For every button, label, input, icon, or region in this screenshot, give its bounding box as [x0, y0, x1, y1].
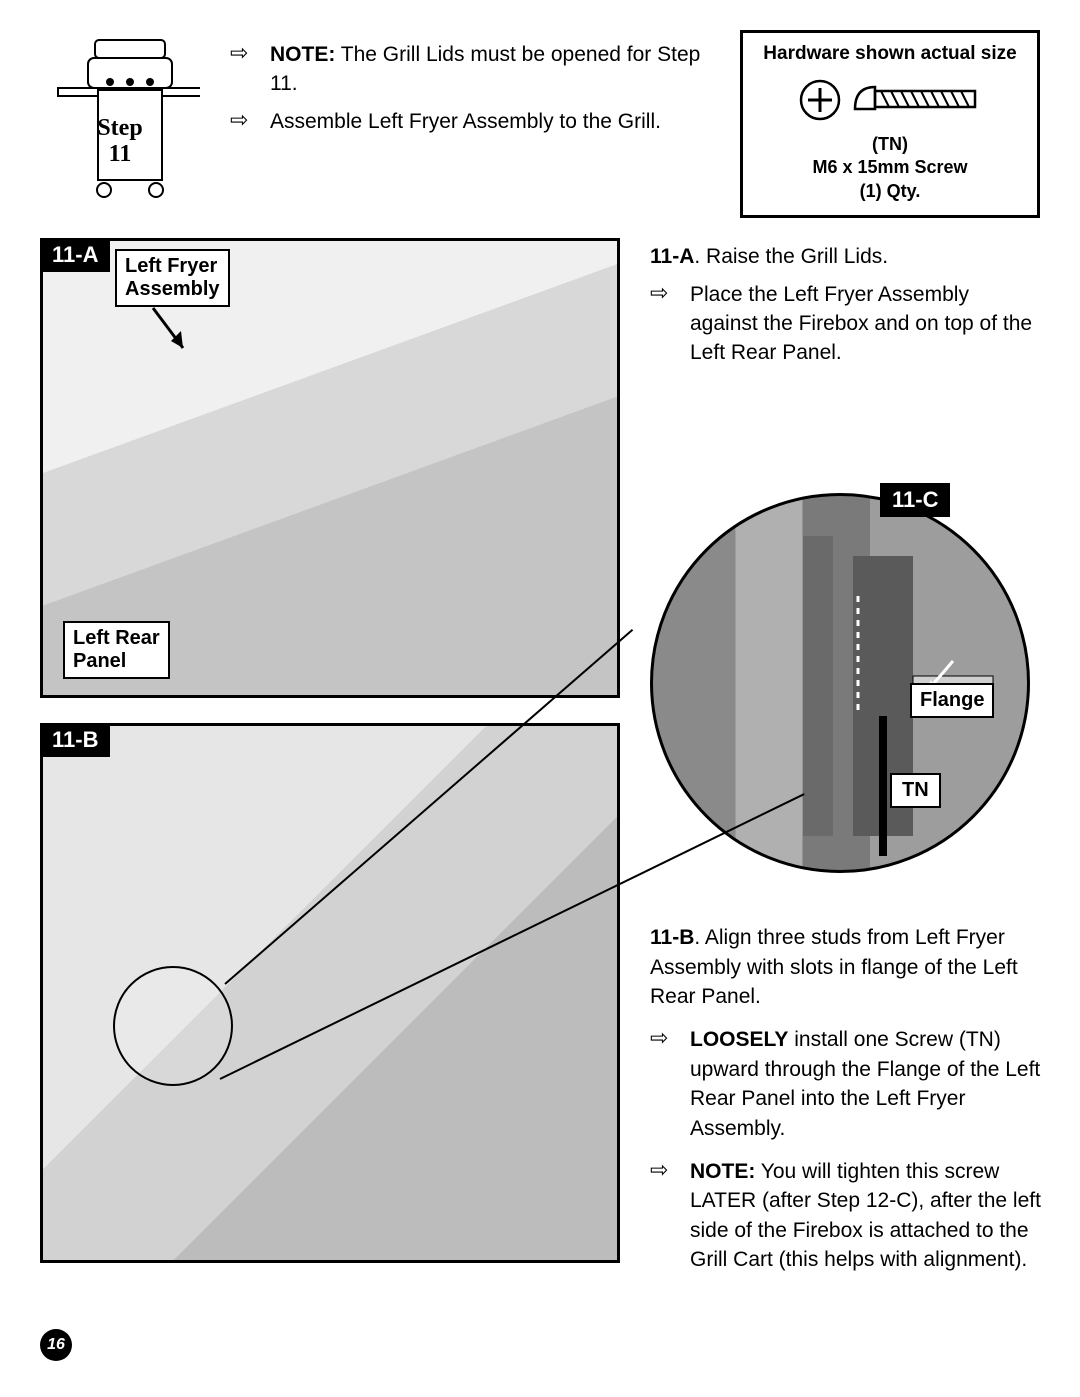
step-word: Step	[97, 115, 142, 141]
page-number: 16	[40, 1329, 72, 1361]
label-panel-l1: Left Rear	[73, 627, 160, 650]
page: Step 11 ⇨ NOTE: The Grill Lids must be o…	[0, 0, 1080, 1397]
badge-11b: 11-B	[40, 723, 110, 757]
text-11b-p1: 11-B. Align three studs from Left Fryer …	[650, 923, 1050, 1011]
screw-head-icon	[799, 79, 841, 121]
note-rest: The Grill Lids must be opened for Step 1…	[270, 43, 700, 95]
p2-bold: LOOSELY	[690, 1028, 788, 1051]
step-thumbnail: Step 11	[40, 30, 200, 190]
heading-11a-rest: . Raise the Grill Lids.	[694, 245, 888, 268]
badge-11c: 11-C	[880, 483, 950, 517]
intro-note-2-text: Assemble Left Fryer Assembly to the Gril…	[270, 107, 710, 136]
grill-mini-illustration: Step 11	[40, 30, 200, 190]
hardware-qty: (1) Qty.	[755, 180, 1025, 203]
intro-notes: ⇨ NOTE: The Grill Lids must be opened fo…	[230, 30, 710, 144]
p3-bold: NOTE:	[690, 1160, 755, 1183]
hardware-box: Hardware shown actual size	[740, 30, 1040, 218]
label-left-fryer-l1: Left Fryer	[125, 255, 220, 278]
label-flange: Flange	[910, 683, 994, 718]
arrow-icon: ⇨	[650, 280, 690, 368]
p1-rest: . Align three studs from Left Fryer Asse…	[650, 926, 1018, 1008]
text-11a-bullet-text: Place the Left Fryer Assembly against th…	[690, 280, 1040, 368]
arrow-icon: ⇨	[230, 40, 270, 99]
figure-11b: 11-B	[40, 723, 620, 1263]
text-11a-bullet: ⇨ Place the Left Fryer Assembly against …	[650, 280, 1040, 368]
text-11b-p3: ⇨ NOTE: You will tighten this screw LATE…	[650, 1157, 1050, 1275]
label-panel-l2: Panel	[73, 650, 160, 673]
arrow-icon: ⇨	[650, 1025, 690, 1143]
note-label: NOTE:	[270, 43, 335, 66]
label-left-fryer: Left Fryer Assembly	[115, 249, 230, 307]
label-left-fryer-l2: Assembly	[125, 278, 220, 301]
arrow-icon: ⇨	[230, 107, 270, 136]
badge-11a: 11-A	[40, 238, 110, 272]
intro-note-1-text: NOTE: The Grill Lids must be opened for …	[270, 40, 710, 99]
figure-11b-detail-circle	[113, 966, 233, 1086]
figure-11a: 11-A Left Fryer Assembly Left Rear Panel	[40, 238, 620, 698]
intro-note-2: ⇨ Assemble Left Fryer Assembly to the Gr…	[230, 107, 710, 136]
text-11b: 11-B. Align three studs from Left Fryer …	[650, 923, 1050, 1288]
intro-note-1: ⇨ NOTE: The Grill Lids must be opened fo…	[230, 40, 710, 99]
lower-section: 11-B 11-C Flange TN 11-B.	[40, 723, 1040, 1363]
arrow-down-icon	[143, 303, 203, 363]
top-row: Step 11 ⇨ NOTE: The Grill Lids must be o…	[40, 30, 1040, 218]
label-left-rear-panel: Left Rear Panel	[63, 621, 170, 679]
hardware-illustration	[755, 75, 1025, 125]
hardware-meta: (TN) M6 x 15mm Screw (1) Qty.	[755, 133, 1025, 203]
heading-11a-bold: 11-A	[650, 245, 694, 268]
text-11a-heading: 11-A. Raise the Grill Lids.	[650, 242, 1040, 271]
hardware-desc: M6 x 15mm Screw	[755, 156, 1025, 179]
text-11b-p2: ⇨ LOOSELY install one Screw (TN) upward …	[650, 1025, 1050, 1143]
arrow-icon: ⇨	[650, 1157, 690, 1275]
hardware-code: (TN)	[755, 133, 1025, 156]
text-11a: 11-A. Raise the Grill Lids. ⇨ Place the …	[650, 238, 1040, 376]
step-label: Step 11	[97, 115, 142, 168]
p1-bold: 11-B	[650, 926, 694, 949]
label-tn: TN	[890, 773, 941, 808]
hardware-title: Hardware shown actual size	[755, 43, 1025, 65]
step-number: 11	[97, 141, 142, 167]
screw-side-icon	[851, 79, 981, 121]
